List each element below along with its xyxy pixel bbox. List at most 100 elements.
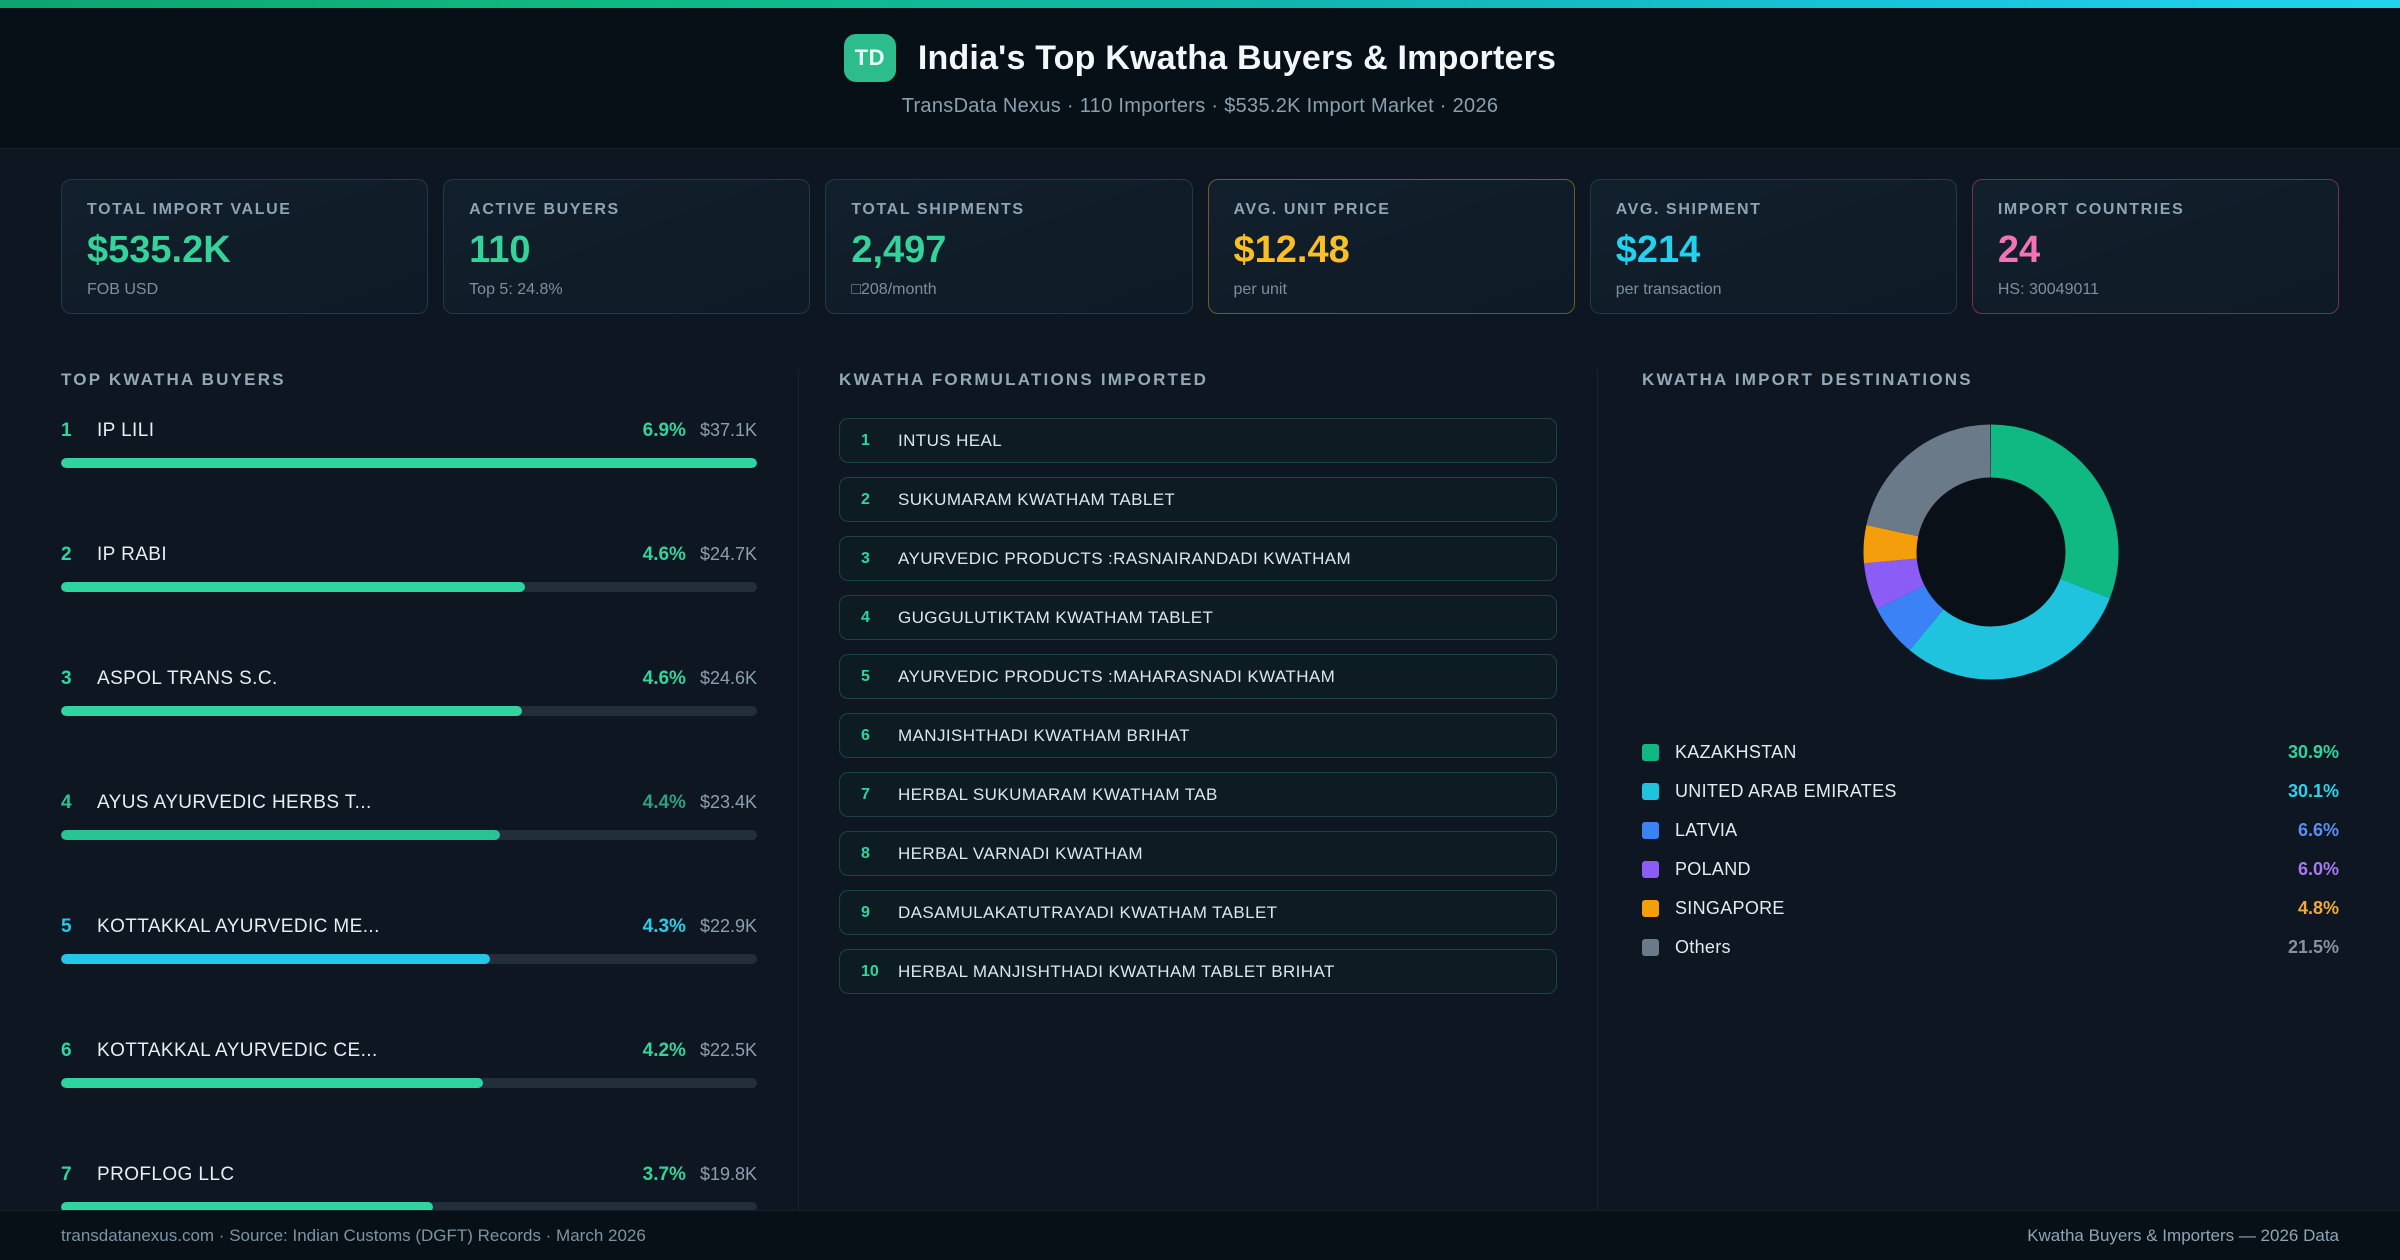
buyer-rank: 4 (61, 792, 72, 813)
stat-sub: Top 5: 24.8% (469, 281, 563, 298)
stat-sub: per unit (1233, 281, 1287, 298)
formulation-name: AYURVEDIC PRODUCTS :MAHARASNADI KWATHAM (898, 666, 1336, 686)
legend-row: Others 21.5% (1642, 928, 2339, 967)
buyer-bar-track (61, 830, 757, 840)
buyer-row-head: 6 KOTTAKKAL AYURVEDIC CE... 4.2% $22.5K (61, 1040, 757, 1062)
stat-card: IMPORT COUNTRIES 24 HS: 30049011 (1971, 179, 2340, 314)
formulation-rank: 2 (861, 490, 870, 508)
buyer-name: IP RABI (97, 544, 168, 565)
legend-color-swatch (1642, 783, 1659, 800)
formulation-name: SUKUMARAM KWATHAM TABLET (898, 489, 1176, 509)
stat-card: TOTAL IMPORT VALUE $535.2K FOB USD (61, 179, 429, 314)
legend-country-label: UNITED ARAB EMIRATES (1675, 781, 1897, 801)
stat-value: $535.2K (87, 229, 231, 271)
destinations-donut-chart (1863, 424, 2118, 680)
top-buyers-panel: TOP KWATHA BUYERS 1 IP LILI 6.9% $37.1K … (61, 370, 799, 1230)
donut-segment-kazakhstan (1863, 424, 2118, 680)
formulation-item: 10 HERBAL MANJISHTHADI KWATHAM TABLET BR… (839, 949, 1557, 994)
buyer-share-percent: 4.3% (642, 916, 686, 937)
legend-percent-value: 30.9% (2287, 742, 2339, 762)
legend-percent-value: 21.5% (2287, 937, 2339, 957)
legend-country-label: Others (1675, 937, 1731, 957)
buyer-share-percent: 3.7% (642, 1164, 686, 1185)
buyer-rank: 7 (61, 1164, 72, 1185)
stat-value: 2,497 (851, 229, 947, 271)
formulation-item: 3 AYURVEDIC PRODUCTS :RASNAIRANDADI KWAT… (839, 536, 1557, 581)
formulation-name: INTUS HEAL (898, 430, 1003, 450)
legend-row: KAZAKHSTAN 30.9% (1642, 733, 2339, 772)
buyer-bar-track (61, 1078, 757, 1088)
legend-row: POLAND 6.0% (1642, 850, 2339, 889)
stat-label: ACTIVE BUYERS (469, 201, 620, 218)
footer: transdatanexus.com · Source: Indian Cust… (0, 1210, 2400, 1260)
buyer-row-head: 4 AYUS AYURVEDIC HERBS T... 4.4% $23.4K (61, 792, 757, 814)
buyer-name: KOTTAKKAL AYURVEDIC ME... (97, 916, 380, 937)
formulation-item: 7 HERBAL SUKUMARAM KWATHAM TAB (839, 772, 1557, 817)
formulation-rank: 7 (861, 785, 870, 803)
destinations-panel: KWATHA IMPORT DESTINATIONS KAZAKHSTAN 30… (1598, 370, 2339, 1230)
formulation-name: HERBAL SUKUMARAM KWATHAM TAB (898, 784, 1218, 804)
legend-color-swatch (1642, 900, 1659, 917)
page-subtitle: TransData Nexus · 110 Importers · $535.2… (901, 95, 1499, 117)
stat-label: TOTAL IMPORT VALUE (87, 201, 292, 218)
buyer-bar-fill (61, 830, 501, 840)
buyer-row-head: 7 PROFLOG LLC 3.7% $19.8K (61, 1164, 757, 1186)
stat-card: AVG. SHIPMENT $214 per transaction (1589, 179, 1957, 314)
formulation-rank: 1 (861, 431, 870, 449)
legend-color-swatch (1642, 939, 1659, 956)
page-title: India's Top Kwatha Buyers & Importers (917, 38, 1557, 77)
legend-color-swatch (1642, 861, 1659, 878)
buyer-row: 3 ASPOL TRANS S.C. 4.6% $24.6K (61, 668, 757, 716)
logo-badge: TD (843, 34, 896, 82)
formulation-item: 9 DASAMULAKATUTRAYADI KWATHAM TABLET (839, 890, 1557, 935)
formulation-rank: 10 (861, 962, 879, 980)
legend-percent-value: 4.8% (2297, 898, 2339, 918)
stat-label: TOTAL SHIPMENTS (851, 201, 1025, 218)
formulation-name: MANJISHTHADI KWATHAM BRIHAT (898, 725, 1190, 745)
header: TD India's Top Kwatha Buyers & Importers… (0, 8, 2400, 149)
legend-percent-value: 6.6% (2297, 820, 2339, 840)
buyer-name: AYUS AYURVEDIC HERBS T... (97, 792, 372, 813)
buyer-name: IP LILI (97, 420, 155, 441)
stat-value: 110 (469, 229, 531, 271)
legend-percent-value: 30.1% (2287, 781, 2339, 801)
buyer-share-percent: 4.6% (642, 544, 686, 565)
buyer-import-value: $22.5K (699, 1040, 757, 1060)
legend-percent-value: 6.0% (2297, 859, 2339, 879)
formulation-item: 6 MANJISHTHADI KWATHAM BRIHAT (839, 713, 1557, 758)
buyer-rank: 3 (61, 668, 72, 689)
buyer-bar-fill (61, 1078, 483, 1088)
formulation-name: HERBAL MANJISHTHADI KWATHAM TABLET BRIHA… (898, 961, 1335, 981)
buyer-bar-track (61, 706, 757, 716)
stat-label: AVG. UNIT PRICE (1233, 201, 1391, 218)
stat-card: ACTIVE BUYERS 110 Top 5: 24.8% (443, 179, 811, 314)
formulation-name: AYURVEDIC PRODUCTS :RASNAIRANDADI KWATHA… (898, 548, 1352, 568)
legend-country-label: POLAND (1675, 859, 1751, 879)
buyer-import-value: $24.6K (699, 668, 757, 688)
legend-country-label: KAZAKHSTAN (1675, 742, 1797, 762)
buyer-bar-fill (61, 458, 757, 468)
buyer-rank: 1 (61, 420, 72, 441)
formulation-item: 8 HERBAL VARNADI KWATHAM (839, 831, 1557, 876)
formulation-rank: 8 (861, 844, 870, 862)
title-row: TD India's Top Kwatha Buyers & Importers (0, 34, 2400, 82)
buyer-name: PROFLOG LLC (97, 1164, 235, 1185)
buyers-list: 1 IP LILI 6.9% $37.1K 2 IP RABI 4.6% $24… (61, 420, 757, 1212)
buyer-rank: 6 (61, 1040, 72, 1061)
buyer-rank: 5 (61, 916, 72, 937)
buyer-row: 1 IP LILI 6.9% $37.1K (61, 420, 757, 468)
buyer-row-head: 5 KOTTAKKAL AYURVEDIC ME... 4.3% $22.9K (61, 916, 757, 938)
buyer-row: 2 IP RABI 4.6% $24.7K (61, 544, 757, 592)
buyer-rank: 2 (61, 544, 72, 565)
buyer-name: KOTTAKKAL AYURVEDIC CE... (97, 1040, 378, 1061)
legend-row: SINGAPORE 4.8% (1642, 889, 2339, 928)
buyers-section-title: TOP KWATHA BUYERS (61, 370, 286, 389)
buyer-import-value: $24.7K (699, 544, 757, 564)
buyer-bar-fill (61, 706, 523, 716)
stats-row: TOTAL IMPORT VALUE $535.2K FOB USD ACTIV… (61, 179, 2340, 314)
buyer-import-value: $22.9K (699, 916, 757, 936)
footer-report-label: Kwatha Buyers & Importers — 2026 Data (2027, 1225, 2339, 1245)
destinations-section-title: KWATHA IMPORT DESTINATIONS (1642, 370, 1973, 389)
formulation-rank: 5 (861, 667, 870, 685)
stat-value: $12.48 (1233, 229, 1350, 271)
